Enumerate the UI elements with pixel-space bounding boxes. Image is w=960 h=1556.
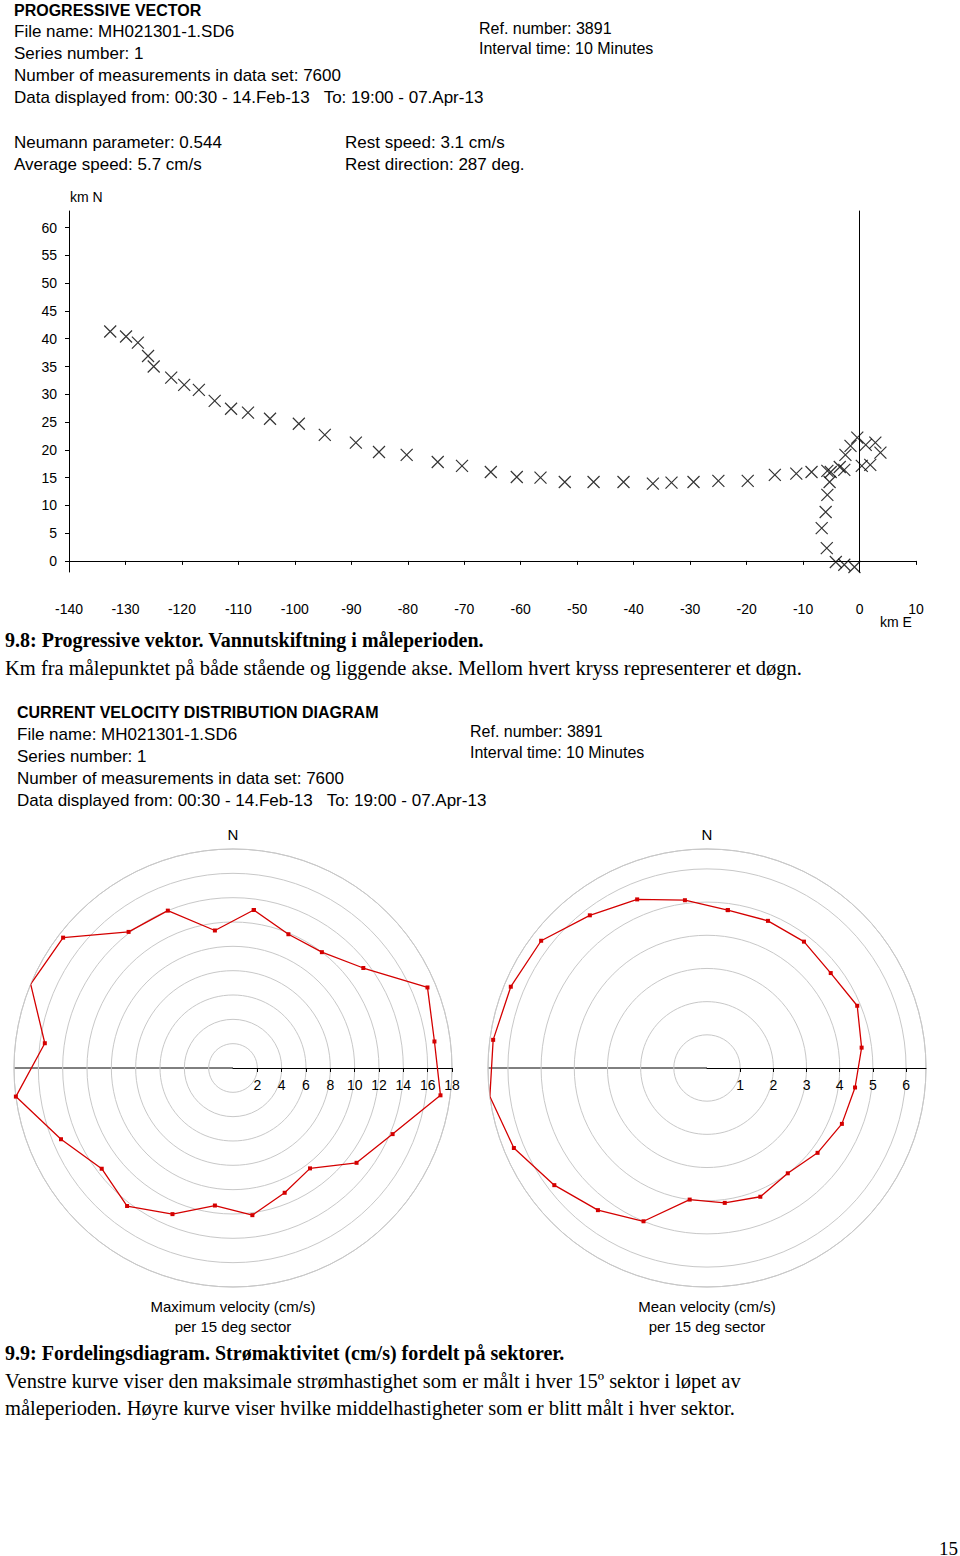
svg-text:-40: -40 [624, 601, 644, 617]
html-text:Neumann parameter: 0.544: Neumann parameter: 0.544 [14, 133, 222, 152]
svg-text:-120: -120 [168, 601, 196, 617]
html-text:Ref. number: 3891: Ref. number: 3891 [479, 19, 612, 37]
svg-text:-100: -100 [281, 601, 309, 617]
svg-text:10: 10 [908, 601, 924, 617]
svg-text:-70: -70 [454, 601, 474, 617]
html-text:Data displayed from: 00:30 - 1: Data displayed from: 00:30 - 14.Feb-13 T… [17, 791, 487, 810]
svg-text:-130: -130 [111, 601, 139, 617]
html-text:9.8: Progressive vektor. Vannu: 9.8: Progressive vektor. Vannutskiftning… [5, 629, 484, 651]
html-text:CURRENT VELOCITY DISTRIBUTION: CURRENT VELOCITY DISTRIBUTION DIAGRAM [17, 703, 379, 721]
svg-text:1: 1 [736, 1077, 744, 1093]
html-text:Rest direction: 287 deg.: Rest direction: 287 deg. [345, 155, 525, 174]
svg-text:55: 55 [41, 247, 57, 263]
html-text:Average speed: 5.7 cm/s: Average speed: 5.7 cm/s [14, 155, 202, 174]
html-text:Rest speed: 3.1 cm/s: Rest speed: 3.1 cm/s [345, 133, 505, 152]
svg-text:10: 10 [41, 497, 57, 513]
svg-text:50: 50 [41, 275, 57, 291]
svg-text:-10: -10 [793, 601, 813, 617]
html-text:File name: MH021301-1.SD6: File name: MH021301-1.SD6 [14, 22, 235, 41]
html-text:Ref. number: 3891: Ref. number: 3891 [470, 722, 603, 740]
html-text:Data displayed from: 00:30 - 1: Data displayed from: 00:30 - 14.Feb-13 T… [14, 88, 484, 107]
html-text:Interval time: 10 Minutes: Interval time: 10 Minutes [470, 743, 645, 761]
html-text:N: N [227, 826, 239, 843]
svg-text:5: 5 [49, 525, 57, 541]
html-text:File name: MH021301-1.SD6: File name: MH021301-1.SD6 [17, 725, 238, 744]
svg-text:30: 30 [41, 386, 57, 402]
svg-text:-20: -20 [736, 601, 756, 617]
svg-text:20: 20 [41, 442, 57, 458]
svg-text:8: 8 [326, 1077, 334, 1093]
svg-text:5: 5 [869, 1077, 877, 1093]
html-text:km E: km E [880, 613, 912, 630]
svg-text:12: 12 [371, 1077, 387, 1093]
svg-text:-60: -60 [511, 601, 531, 617]
html-text:Venstre kurve viser den maksim: Venstre kurve viser den maksimale strømh… [5, 1369, 741, 1392]
html-text:N: N [701, 826, 713, 843]
svg-text:35: 35 [41, 359, 57, 375]
svg-text:6: 6 [902, 1077, 910, 1093]
svg-text:-90: -90 [341, 601, 361, 617]
html-text:per 15 deg sector: per 15 deg sector [174, 1318, 292, 1335]
html-text:Series number: 1: Series number: 1 [14, 44, 144, 63]
svg-text:18: 18 [444, 1077, 460, 1093]
svg-text:15: 15 [41, 470, 57, 486]
html-text:Interval time: 10 Minutes: Interval time: 10 Minutes [479, 39, 654, 57]
svg-text:4: 4 [836, 1077, 844, 1093]
html-text:måleperioden. Høyre kurve vise: måleperioden. Høyre kurve viser hvilke m… [5, 1396, 735, 1419]
svg-text:4: 4 [278, 1077, 286, 1093]
html-text:9.9: Fordelingsdiagram. Strøma: 9.9: Fordelingsdiagram. Strømaktivitet (… [5, 1342, 565, 1364]
html-text:km N: km N [70, 188, 103, 205]
svg-text:14: 14 [396, 1077, 412, 1093]
svg-text:-30: -30 [680, 601, 700, 617]
svg-text:0: 0 [856, 601, 864, 617]
html-text:Series number: 1: Series number: 1 [17, 747, 147, 766]
svg-text:3: 3 [803, 1077, 811, 1093]
svg-text:2: 2 [253, 1077, 261, 1093]
svg-text:60: 60 [41, 220, 57, 236]
html-text:PROGRESSIVE VECTOR: PROGRESSIVE VECTOR [14, 1, 202, 19]
svg-text:0: 0 [49, 553, 57, 569]
svg-text:-80: -80 [398, 601, 418, 617]
html-text:per 15 deg sector: per 15 deg sector [648, 1318, 766, 1335]
html-text:Maximum velocity (cm/s): Maximum velocity (cm/s) [150, 1298, 316, 1315]
html-text:Number of measurements in data: Number of measurements in data set: 7600 [17, 769, 344, 788]
svg-text:45: 45 [41, 303, 57, 319]
svg-text:16: 16 [420, 1077, 436, 1093]
html-text:Mean velocity (cm/s): Mean velocity (cm/s) [638, 1298, 776, 1315]
svg-text:-140: -140 [55, 601, 83, 617]
svg-text:40: 40 [41, 331, 57, 347]
svg-text:25: 25 [41, 414, 57, 430]
html-text:Number of measurements in data: Number of measurements in data set: 7600 [14, 66, 341, 85]
svg-text:6: 6 [302, 1077, 310, 1093]
svg-text:2: 2 [769, 1077, 777, 1093]
html-text:Km fra målepunktet på både stå: Km fra målepunktet på både stående og li… [5, 656, 802, 679]
svg-text:-110: -110 [225, 601, 252, 617]
svg-text:-50: -50 [567, 601, 587, 617]
svg-text:10: 10 [347, 1077, 363, 1093]
